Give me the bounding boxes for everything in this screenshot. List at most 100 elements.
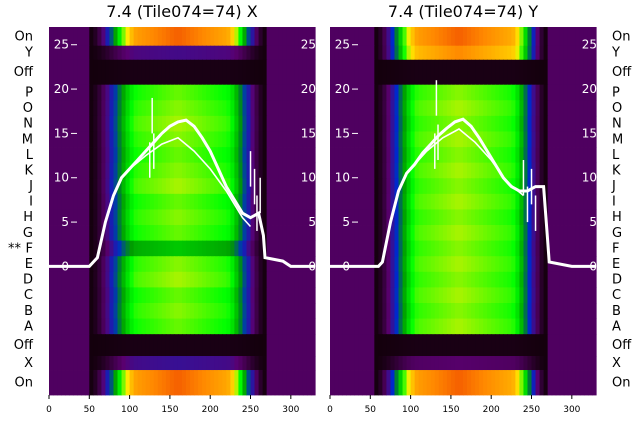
heat-cell bbox=[165, 209, 171, 226]
heat-cell bbox=[226, 334, 231, 357]
heat-cell bbox=[165, 356, 171, 371]
heat-cell bbox=[242, 271, 248, 288]
heat-cell bbox=[430, 225, 436, 242]
heat-cell bbox=[587, 303, 593, 319]
heat-cell bbox=[250, 303, 256, 319]
heat-cell bbox=[238, 271, 244, 288]
heat-cell bbox=[202, 370, 207, 396]
heat-cell bbox=[531, 370, 537, 396]
heat-cell bbox=[398, 193, 404, 210]
heat-cell bbox=[157, 240, 163, 257]
heat-cell bbox=[246, 147, 252, 164]
heat-cell bbox=[125, 131, 131, 148]
heat-cell bbox=[169, 193, 175, 210]
heat-cell bbox=[93, 240, 98, 257]
heat-cell bbox=[177, 115, 183, 132]
heat-cell bbox=[198, 27, 203, 47]
row-label: B bbox=[612, 304, 621, 319]
heat-cell bbox=[141, 59, 147, 86]
heat-cell bbox=[527, 225, 533, 242]
heat-cell bbox=[145, 287, 151, 304]
heat-cell bbox=[121, 209, 127, 226]
heat-cell bbox=[298, 59, 304, 86]
heat-cell bbox=[262, 27, 268, 47]
heat-cell bbox=[238, 225, 244, 242]
heat-cell bbox=[442, 162, 448, 179]
heat-cell bbox=[270, 256, 276, 273]
heat-cell bbox=[246, 356, 252, 371]
heat-cell bbox=[286, 100, 292, 117]
heat-cell bbox=[202, 334, 207, 357]
heat-cell bbox=[97, 334, 102, 357]
heat-cell bbox=[93, 271, 98, 288]
heat-cell bbox=[338, 271, 343, 288]
heat-cell bbox=[274, 334, 280, 357]
heat-cell bbox=[202, 59, 207, 86]
heat-cell bbox=[535, 45, 541, 61]
heat-cell bbox=[583, 45, 589, 61]
heat-cell bbox=[583, 303, 589, 319]
heat-cell bbox=[483, 287, 488, 304]
heat-cell bbox=[206, 178, 211, 195]
heat-cell bbox=[495, 240, 500, 257]
heat-cell bbox=[310, 45, 316, 61]
heat-cell bbox=[65, 303, 70, 319]
heat-cell bbox=[129, 193, 135, 210]
heat-cell bbox=[555, 84, 561, 101]
heat-cell bbox=[374, 131, 379, 148]
heat-cell bbox=[458, 256, 464, 273]
heat-cell bbox=[555, 240, 561, 257]
heat-cell bbox=[358, 45, 363, 61]
heat-cell bbox=[49, 271, 54, 288]
heat-cell bbox=[69, 256, 74, 273]
heat-cell bbox=[234, 287, 240, 304]
heat-cell bbox=[49, 256, 54, 273]
heat-cell bbox=[250, 178, 256, 195]
row-label: J bbox=[28, 179, 33, 194]
heat-cell bbox=[141, 287, 147, 304]
heat-cell bbox=[278, 334, 284, 357]
heat-cell bbox=[242, 193, 248, 210]
heat-cell bbox=[358, 318, 363, 335]
heat-cell bbox=[202, 225, 207, 242]
heat-cell bbox=[290, 59, 296, 86]
heat-cell bbox=[463, 303, 468, 319]
heat-cell bbox=[81, 225, 86, 242]
heat-cell bbox=[290, 271, 296, 288]
heat-cell bbox=[463, 334, 468, 357]
heat-cell bbox=[125, 370, 131, 396]
heat-cell bbox=[507, 356, 512, 371]
heat-cell bbox=[77, 318, 82, 335]
heat-cell bbox=[338, 209, 343, 226]
heat-cell bbox=[214, 334, 219, 357]
heat-cell bbox=[442, 115, 448, 132]
heat-cell bbox=[105, 318, 111, 335]
heat-cell bbox=[270, 193, 276, 210]
heat-cell bbox=[109, 370, 115, 396]
heat-cell bbox=[551, 240, 557, 257]
heat-cell bbox=[430, 209, 436, 226]
heat-cell bbox=[450, 178, 456, 195]
heat-cell bbox=[463, 318, 468, 335]
heat-cell bbox=[97, 209, 102, 226]
heat-cell bbox=[543, 370, 549, 396]
heat-cell bbox=[206, 45, 211, 61]
heat-cell bbox=[475, 271, 480, 288]
heat-cell bbox=[226, 356, 231, 371]
heat-cell bbox=[519, 318, 525, 335]
heat-cell bbox=[149, 193, 155, 210]
heat-cell bbox=[475, 27, 480, 47]
heat-cell bbox=[483, 45, 488, 61]
heat-cell bbox=[471, 115, 476, 132]
heat-cell bbox=[153, 271, 159, 288]
heat-cell bbox=[133, 84, 139, 101]
heat-cell bbox=[374, 147, 379, 164]
heat-cell bbox=[386, 370, 392, 396]
heat-cell bbox=[382, 287, 388, 304]
heat-cell bbox=[330, 370, 335, 396]
heat-cell bbox=[475, 256, 480, 273]
heat-cell bbox=[422, 45, 428, 61]
heat-cell bbox=[471, 178, 476, 195]
heat-cell bbox=[198, 178, 203, 195]
heat-cell bbox=[306, 162, 312, 179]
